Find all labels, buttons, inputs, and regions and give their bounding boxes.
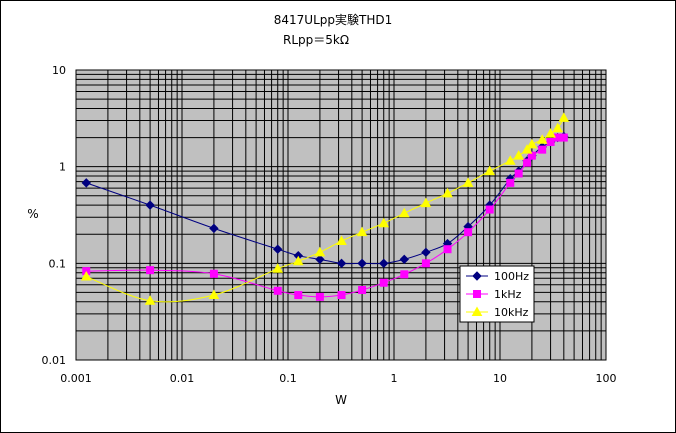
data-point	[209, 223, 219, 234]
data-point	[358, 285, 367, 294]
y-tick-label: 0.1	[49, 257, 67, 270]
data-point	[379, 258, 389, 269]
data-point	[356, 226, 368, 237]
legend-item: 1kHz	[466, 288, 522, 301]
x-tick-label: 100	[596, 372, 617, 385]
data-point	[144, 295, 156, 305]
data-point	[398, 207, 410, 218]
data-point	[464, 228, 473, 237]
data-point	[378, 217, 390, 228]
x-axis-label: W	[335, 393, 347, 407]
legend-label: 100Hz	[494, 270, 529, 283]
data-point	[292, 255, 304, 266]
legend-item: 10kHz	[466, 306, 529, 319]
data-point	[527, 151, 536, 160]
data-point	[146, 266, 155, 275]
data-point	[462, 177, 474, 187]
legend-marker	[471, 306, 483, 316]
data-point	[400, 270, 409, 279]
data-point	[294, 291, 303, 300]
x-tick-label: 10	[493, 372, 507, 385]
series-layer	[80, 112, 570, 305]
data-point	[315, 254, 325, 265]
data-point	[514, 169, 523, 178]
data-point	[536, 134, 548, 144]
series-line	[86, 136, 564, 265]
data-point	[399, 254, 409, 265]
data-point	[484, 165, 496, 176]
data-point	[521, 144, 533, 154]
series-line	[86, 117, 565, 303]
data-point	[336, 235, 347, 246]
data-point	[421, 247, 431, 258]
data-point	[545, 128, 556, 138]
data-point	[314, 246, 326, 257]
data-point	[538, 145, 547, 154]
y-axis-ticks: 0.01 0.1 1 10	[42, 64, 67, 367]
legend-label: 1kHz	[494, 288, 522, 301]
data-point	[504, 155, 516, 165]
chart-title-line1: 8417ULpp実験THD1	[274, 12, 392, 27]
y-axis-label: %	[27, 207, 38, 221]
data-point	[209, 269, 218, 278]
data-point	[208, 289, 220, 300]
data-point	[523, 158, 532, 167]
data-point	[420, 197, 432, 208]
legend-marker	[472, 271, 482, 281]
x-tick-label: 1	[391, 372, 398, 385]
data-point	[145, 200, 155, 210]
data-point	[559, 133, 568, 142]
data-point	[485, 205, 494, 214]
plot-area	[75, 69, 607, 361]
data-point	[443, 245, 452, 254]
y-tick-label: 0.01	[42, 354, 67, 367]
data-point	[273, 286, 282, 295]
data-point	[421, 259, 430, 268]
data-point	[546, 137, 555, 146]
x-tick-label: 0.01	[170, 372, 195, 385]
data-point	[357, 258, 367, 269]
data-point	[513, 150, 525, 160]
data-point	[558, 112, 570, 122]
data-point	[273, 244, 283, 254]
data-point	[442, 187, 453, 198]
data-point	[526, 138, 538, 149]
data-point	[315, 292, 324, 301]
data-point	[81, 178, 91, 188]
legend-label: 10kHz	[494, 306, 529, 319]
legend: 100Hz 1kHz 10kHz	[459, 265, 535, 323]
data-point	[379, 278, 388, 287]
gridlines	[76, 70, 606, 360]
data-point	[272, 263, 284, 273]
data-point	[506, 178, 515, 187]
y-tick-label: 1	[59, 161, 66, 174]
legend-marker	[473, 290, 481, 298]
x-axis-ticks: 0.001 0.01 0.1 1 10 100	[60, 372, 616, 385]
y-tick-label: 10	[52, 64, 66, 77]
data-point	[552, 122, 564, 133]
x-tick-label: 0.001	[60, 372, 92, 385]
legend-item: 100Hz	[466, 270, 529, 283]
data-point	[337, 291, 346, 300]
data-point	[336, 258, 347, 269]
plot-border	[75, 69, 607, 361]
series-line	[86, 136, 564, 298]
data-point	[80, 271, 92, 281]
x-tick-label: 0.1	[279, 372, 297, 385]
series-10khz	[80, 112, 570, 305]
chart-title-line2: RLpp＝5kΩ	[283, 33, 349, 47]
